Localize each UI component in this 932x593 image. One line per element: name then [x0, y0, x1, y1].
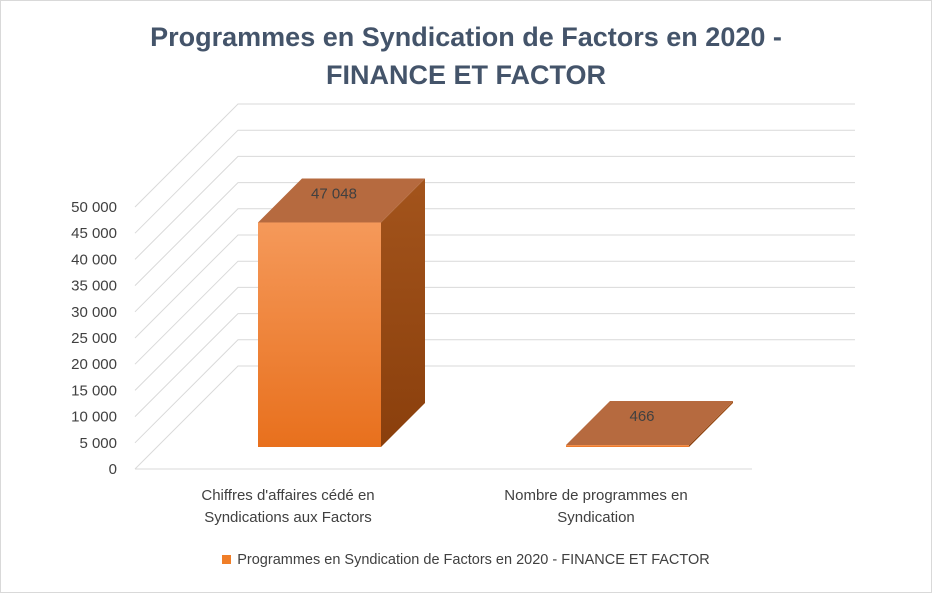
x-category-label: Nombre de programmes en Syndication [504, 487, 687, 526]
gridline [134, 182, 855, 286]
y-tick-label: 10 000 [71, 409, 117, 426]
x-category-label-line: Nombre de programmes en [504, 487, 687, 504]
legend-swatch [222, 555, 232, 564]
y-tick-label: 25 000 [71, 330, 117, 347]
data-label: 47 048 [311, 185, 357, 202]
y-tick-label: 5 000 [79, 435, 117, 452]
gridline [134, 313, 855, 417]
y-tick-label: 0 [109, 461, 117, 478]
y-tick-label: 35 000 [71, 278, 117, 295]
x-category-label-line: Syndications aux Factors [204, 509, 372, 526]
chart-title-line-2: FINANCE ET FACTOR [325, 60, 606, 90]
gridline [134, 365, 855, 470]
y-axis: 0 5 000 10 000 15 000 20 000 25 000 30 000 35 0… [71, 199, 117, 478]
gridline [134, 208, 855, 313]
bar: 466 [566, 401, 733, 447]
gridline [134, 129, 855, 234]
gridline [134, 103, 855, 208]
y-tick-label: 30 000 [71, 304, 117, 321]
legend-label: Programmes en Syndication de Factors en … [237, 552, 710, 568]
y-tick-label: 50 000 [71, 199, 117, 216]
bar-front-face [258, 222, 381, 447]
chart-title-line-1: Programmes en Syndication de Factors en … [150, 22, 782, 52]
bars: 47 048 466 [258, 178, 733, 447]
y-tick-label: 15 000 [71, 382, 117, 399]
x-category-label: Chiffres d'affaires cédé en Syndications … [201, 487, 374, 526]
gridline [134, 155, 855, 260]
y-tick-label: 45 000 [71, 225, 117, 242]
y-tick-label: 20 000 [71, 356, 117, 373]
chart-walls [134, 103, 855, 470]
x-category-label-line: Chiffres d'affaires cédé en [201, 487, 374, 504]
bar-side-face [689, 401, 733, 447]
legend: Programmes en Syndication de Factors en … [0, 552, 932, 568]
bar-front-face [566, 445, 689, 447]
bar: 47 048 [258, 178, 425, 447]
bar-side-face [381, 178, 425, 447]
chart-title: Programmes en Syndication de Factors en … [0, 18, 932, 94]
gridline [134, 339, 855, 444]
bar-top-face [566, 401, 733, 445]
bar-top-face [258, 178, 425, 223]
y-tick-label: 40 000 [71, 251, 117, 268]
gridline [134, 260, 855, 365]
gridline [134, 286, 855, 391]
x-axis: Chiffres d'affaires cédé en Syndications … [201, 487, 687, 526]
x-category-label-line: Syndication [557, 509, 635, 526]
gridline [134, 234, 855, 339]
data-label: 466 [629, 408, 654, 425]
